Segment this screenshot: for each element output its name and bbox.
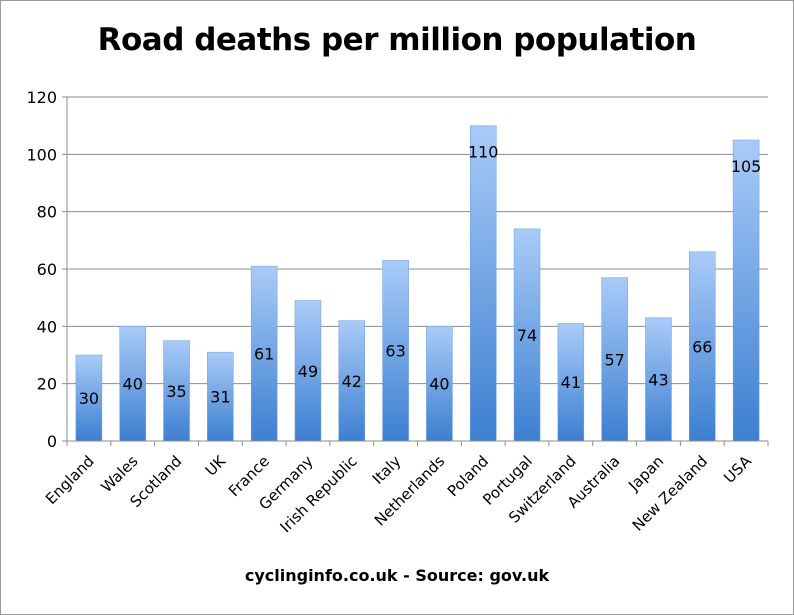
data-label: 30 <box>79 389 99 408</box>
data-label: 105 <box>731 157 762 176</box>
y-tick-label: 20 <box>37 375 57 394</box>
bar-netherlands <box>426 326 453 442</box>
data-label: 61 <box>254 345 274 364</box>
data-label: 57 <box>604 350 624 369</box>
y-tick-labels: 0 20 40 60 80 100 120 <box>26 88 67 451</box>
bar-japan <box>645 317 672 442</box>
data-label: 74 <box>517 326 537 345</box>
bar-italy <box>382 260 409 442</box>
bar-poland <box>469 125 497 442</box>
bars <box>75 125 760 442</box>
data-labels: 30 40 35 31 61 49 42 63 40 110 74 41 57 43 66 105 <box>79 143 762 408</box>
bar-switzerland <box>557 323 585 442</box>
category-label: USA <box>720 452 755 487</box>
gridlines <box>67 96 768 385</box>
data-label: 66 <box>692 337 712 356</box>
category-label: England <box>42 452 98 508</box>
y-tick-label: 0 <box>47 432 57 451</box>
bar-portugal <box>513 228 541 442</box>
data-label: 63 <box>385 342 405 361</box>
data-label: 42 <box>342 372 362 391</box>
y-tick-label: 40 <box>37 317 57 336</box>
data-label: 110 <box>468 143 499 162</box>
data-label: 35 <box>166 382 186 401</box>
y-tick-label: 60 <box>37 260 57 279</box>
data-label: 49 <box>298 362 318 381</box>
data-label: 43 <box>648 370 668 389</box>
y-tick-label: 80 <box>37 203 57 222</box>
category-label: Irish Republic <box>276 452 360 536</box>
category-label: UK <box>202 451 230 479</box>
bar-germany <box>294 300 322 442</box>
data-label: 31 <box>210 388 230 407</box>
bar-australia <box>601 277 628 442</box>
bar-irish-republic <box>338 320 366 442</box>
data-label: 41 <box>561 373 581 392</box>
data-label: 40 <box>123 375 143 394</box>
y-tick-label: 120 <box>26 88 57 107</box>
chart-footer: cyclinginfo.co.uk - Source: gov.uk <box>244 566 550 585</box>
data-label: 40 <box>429 375 449 394</box>
bar-usa <box>732 139 760 442</box>
bar-new-zealand <box>689 251 716 442</box>
bar-france <box>250 265 278 442</box>
y-tick-label: 100 <box>26 145 57 164</box>
chart-title: Road deaths per million population <box>97 22 697 58</box>
category-label: Italy <box>369 452 405 488</box>
